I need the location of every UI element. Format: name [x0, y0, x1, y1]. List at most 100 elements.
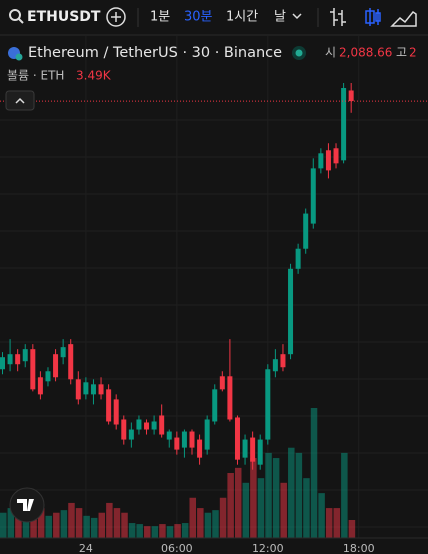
candle-body	[15, 354, 21, 365]
candle-body	[288, 268, 294, 355]
candle-body	[60, 347, 66, 358]
candle-body	[181, 431, 187, 448]
volume-bar	[272, 458, 280, 538]
symbol[interactable]: ETHUSDT	[27, 9, 101, 25]
volume-bar	[144, 526, 151, 538]
time-label: 12:00	[252, 542, 284, 554]
volume-bar	[60, 510, 68, 538]
candle-body	[303, 213, 309, 249]
candle-body	[257, 439, 263, 465]
high-label: 고	[396, 46, 407, 60]
candle-body	[144, 422, 150, 430]
interval[interactable]: 날	[274, 10, 286, 25]
candle-body	[227, 376, 233, 420]
candle-body	[310, 168, 316, 224]
indicator-icon[interactable]	[330, 8, 346, 26]
interval-menu[interactable]	[292, 13, 302, 20]
symbol-search[interactable]: ETHUSDT	[9, 9, 101, 25]
candle-body	[106, 389, 112, 422]
candle-body	[265, 369, 271, 440]
volume-label: 볼륨 · ETH	[7, 69, 64, 83]
volume-bar	[98, 512, 106, 538]
volume-bar	[53, 512, 60, 538]
candle-body	[333, 148, 339, 164]
candle-body	[166, 431, 172, 440]
candle-body	[98, 384, 104, 395]
candle-body	[295, 248, 301, 269]
candle-body	[83, 382, 89, 395]
collapse-button[interactable]	[5, 90, 35, 111]
volume-value: 3.49K	[76, 69, 112, 83]
volume-bar	[265, 452, 272, 538]
area-icon[interactable]	[390, 10, 417, 27]
candle-body	[7, 354, 13, 365]
candle-body	[136, 419, 142, 430]
volume-bar	[333, 508, 341, 538]
candle-body	[53, 354, 59, 378]
volume-bar	[348, 519, 356, 538]
volume-bar	[15, 517, 22, 538]
legend-title: Ethereum / TetherUS · 30 · Binance	[28, 45, 282, 61]
candle-body	[0, 357, 5, 370]
time-axis: 24 06:00 12:00 18:00	[79, 542, 375, 554]
volume-bar	[303, 478, 310, 538]
candle-body	[348, 90, 354, 102]
volume-bar	[197, 508, 204, 538]
interval[interactable]: 1분	[150, 10, 170, 25]
candle-body	[197, 439, 203, 458]
interval[interactable]: 30분	[184, 10, 213, 25]
candle-body	[159, 415, 165, 435]
volume-bar	[7, 508, 15, 538]
candle-body	[272, 359, 278, 372]
volume-bar	[189, 497, 196, 538]
volume-bar	[288, 447, 295, 538]
volume-bar	[90, 517, 98, 538]
candle-body	[318, 153, 324, 169]
open-value: 2,088.66	[339, 46, 392, 60]
volume-bar	[128, 523, 136, 538]
volume-bar	[318, 493, 325, 538]
chart-type-icon[interactable]	[365, 8, 381, 26]
intervals: 1분 30분 1시간 날	[150, 10, 286, 25]
volume-bar	[295, 452, 303, 538]
status-dot	[295, 49, 303, 57]
time-label: 24	[79, 542, 93, 554]
high-value: 2	[409, 46, 417, 60]
candle-body	[189, 431, 195, 448]
candle-body	[68, 344, 74, 380]
volume-bar	[310, 408, 318, 538]
candle-body	[30, 349, 36, 390]
candle-body	[90, 384, 96, 395]
candle-body	[325, 150, 331, 171]
open-label: 시	[325, 46, 336, 60]
candle-body	[341, 88, 347, 161]
interval[interactable]: 1시간	[226, 10, 258, 25]
volume-bar	[174, 524, 181, 538]
candle-body	[219, 376, 225, 390]
candle-body	[250, 437, 256, 462]
volume-bar	[250, 458, 257, 538]
volume-bar	[75, 508, 83, 538]
candle-body	[212, 389, 218, 422]
candle-body	[151, 421, 157, 430]
candle-body	[174, 437, 180, 450]
volume-bar	[45, 515, 52, 538]
volume-bar	[83, 515, 90, 538]
candle-body	[280, 354, 286, 368]
time-label: 18:00	[343, 542, 375, 554]
candle-body	[234, 417, 240, 460]
add-symbol[interactable]	[106, 7, 126, 27]
volume-bar	[204, 512, 212, 538]
search-icon	[18, 18, 24, 24]
volume-bar	[341, 452, 348, 538]
volume-bar	[242, 482, 250, 538]
volume-bar	[136, 524, 143, 538]
logo-mark	[17, 499, 34, 511]
candle-body	[242, 439, 248, 458]
candle-body	[37, 377, 43, 395]
volume-bar	[68, 502, 75, 538]
volume-bar	[219, 497, 227, 538]
candle-pane	[0, 82, 428, 470]
